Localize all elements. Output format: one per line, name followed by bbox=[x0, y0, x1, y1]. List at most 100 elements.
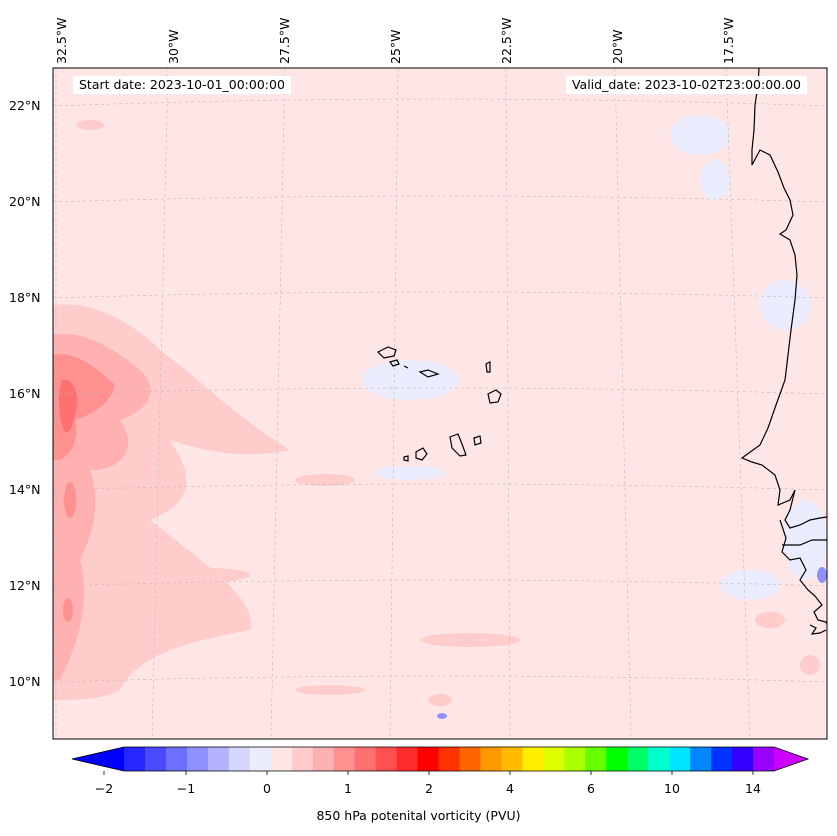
pv-streak bbox=[755, 612, 785, 628]
lat-tick-label: 20°N bbox=[9, 194, 41, 209]
pv-blob bbox=[76, 120, 104, 130]
africa-coastline-south bbox=[779, 519, 828, 625]
lon-tick-label: 22.5°W bbox=[499, 17, 514, 64]
neg-pv-patch bbox=[783, 500, 827, 580]
colorbar-segment bbox=[627, 747, 649, 771]
colorbar-segment bbox=[165, 747, 188, 771]
neg-pv-patch bbox=[817, 567, 827, 583]
lat-tick-label: 12°N bbox=[9, 578, 41, 593]
island-sao-vicente bbox=[388, 359, 400, 367]
colorbar-segment bbox=[480, 747, 502, 771]
colorbar-segment bbox=[585, 747, 607, 771]
island-santiago bbox=[449, 433, 467, 457]
island-fogo bbox=[415, 447, 428, 461]
lat-tick-label: 16°N bbox=[9, 386, 41, 401]
colorbar-segment bbox=[354, 747, 377, 771]
colorbar-segment bbox=[564, 747, 586, 771]
colorbar-tick-label: −1 bbox=[176, 781, 196, 796]
colorbar-segment bbox=[711, 747, 733, 771]
neg-pv-patch bbox=[700, 160, 730, 200]
colorbar-segment bbox=[732, 747, 754, 771]
colorbar-segment bbox=[606, 747, 628, 771]
colorbar-segment bbox=[312, 747, 335, 771]
island-brava bbox=[403, 455, 409, 462]
neg-pv-patch bbox=[375, 466, 445, 480]
colorbar-segment bbox=[690, 747, 712, 771]
colorbar-segment bbox=[669, 747, 691, 771]
neg-pv-patch bbox=[437, 713, 447, 719]
lat-tick-label: 14°N bbox=[9, 482, 41, 497]
pv-streak bbox=[420, 633, 520, 647]
neg-pv-patch bbox=[670, 115, 730, 155]
africa-coastline-bijagos bbox=[809, 624, 827, 635]
colorbar-segment bbox=[291, 747, 314, 771]
colorbar-segment bbox=[207, 747, 230, 771]
lat-tick-label: 10°N bbox=[9, 674, 41, 689]
colorbar-segment bbox=[375, 747, 398, 771]
pv-plume-peak bbox=[59, 379, 78, 433]
island-sal bbox=[485, 361, 491, 373]
colorbar-under-arrow bbox=[72, 747, 124, 771]
colorbar-segment bbox=[459, 747, 481, 771]
neg-pv-patch bbox=[760, 280, 810, 330]
colorbar-segment bbox=[438, 747, 460, 771]
colorbar-tick-label: 0 bbox=[263, 781, 271, 796]
pv-streak bbox=[170, 568, 250, 582]
cape-verde-islands bbox=[376, 346, 502, 462]
pv-blob bbox=[64, 482, 76, 518]
island-santo-antao bbox=[376, 346, 397, 359]
colorbar-segment bbox=[648, 747, 670, 771]
colorbar-over-arrow bbox=[774, 747, 808, 771]
island-maio bbox=[473, 435, 482, 446]
colorbar-tick-label: −2 bbox=[94, 781, 114, 796]
colorbar-tick-label: 14 bbox=[745, 781, 761, 796]
colorbar-segment bbox=[333, 747, 356, 771]
gridlines bbox=[52, 67, 828, 740]
colorbar-segment bbox=[228, 747, 251, 771]
colorbar-tick-label: 2 bbox=[425, 781, 433, 796]
lon-tick-label: 32.5°W bbox=[54, 17, 69, 64]
lon-tick-label: 25°W bbox=[388, 29, 403, 64]
lon-tick-label: 17.5°W bbox=[721, 17, 736, 64]
island-santa-luzia bbox=[403, 365, 409, 369]
colorbar-tick-label: 1 bbox=[344, 781, 352, 796]
colorbar-tick-label: 10 bbox=[664, 781, 680, 796]
colorbar-segment bbox=[396, 747, 419, 771]
pv-streak bbox=[428, 694, 452, 706]
colorbar-title: 850 hPa potenital vorticity (PVU) bbox=[316, 808, 521, 823]
colorbar-tick-label: 6 bbox=[587, 781, 595, 796]
colorbar-segment bbox=[186, 747, 209, 771]
lat-tick-label: 22°N bbox=[9, 98, 41, 113]
valid-date-label: Valid_date: 2023-10-02T23:00:00.00 bbox=[565, 76, 807, 94]
colorbar-segment bbox=[124, 747, 146, 771]
lon-tick-label: 20°W bbox=[610, 29, 625, 64]
colorbar-outline bbox=[71, 746, 810, 772]
pv-blob bbox=[63, 598, 73, 622]
lat-tick-label: 18°N bbox=[9, 290, 41, 305]
colorbar-segment bbox=[270, 747, 293, 771]
colorbar-segment bbox=[543, 747, 565, 771]
pv-streak bbox=[295, 474, 355, 486]
pv-plume-core bbox=[53, 354, 115, 460]
colorbar-segment bbox=[501, 747, 523, 771]
start-date-label: Start date: 2023-10-01_00:00:00 bbox=[73, 76, 291, 94]
negative-pv-patches bbox=[362, 115, 827, 719]
pv-streak bbox=[800, 655, 820, 675]
africa-coastline bbox=[740, 67, 828, 529]
pv-streak bbox=[295, 685, 365, 695]
neg-pv-patch bbox=[362, 360, 458, 400]
colorbar-tick-label: 4 bbox=[506, 781, 514, 796]
colorbar-segment bbox=[249, 747, 272, 771]
colorbar-segment bbox=[522, 747, 544, 771]
pv-plume-field bbox=[53, 120, 820, 706]
neg-pv-patch bbox=[720, 570, 780, 600]
island-sao-nicolau bbox=[418, 369, 440, 378]
island-boa-vista bbox=[487, 389, 502, 404]
colorbar-segment bbox=[753, 747, 775, 771]
gambia-river-border bbox=[782, 539, 827, 546]
colorbar bbox=[71, 746, 810, 775]
colorbar-segment bbox=[417, 747, 440, 771]
colorbar-segment bbox=[144, 747, 167, 771]
pv-plume-mid bbox=[53, 334, 151, 680]
